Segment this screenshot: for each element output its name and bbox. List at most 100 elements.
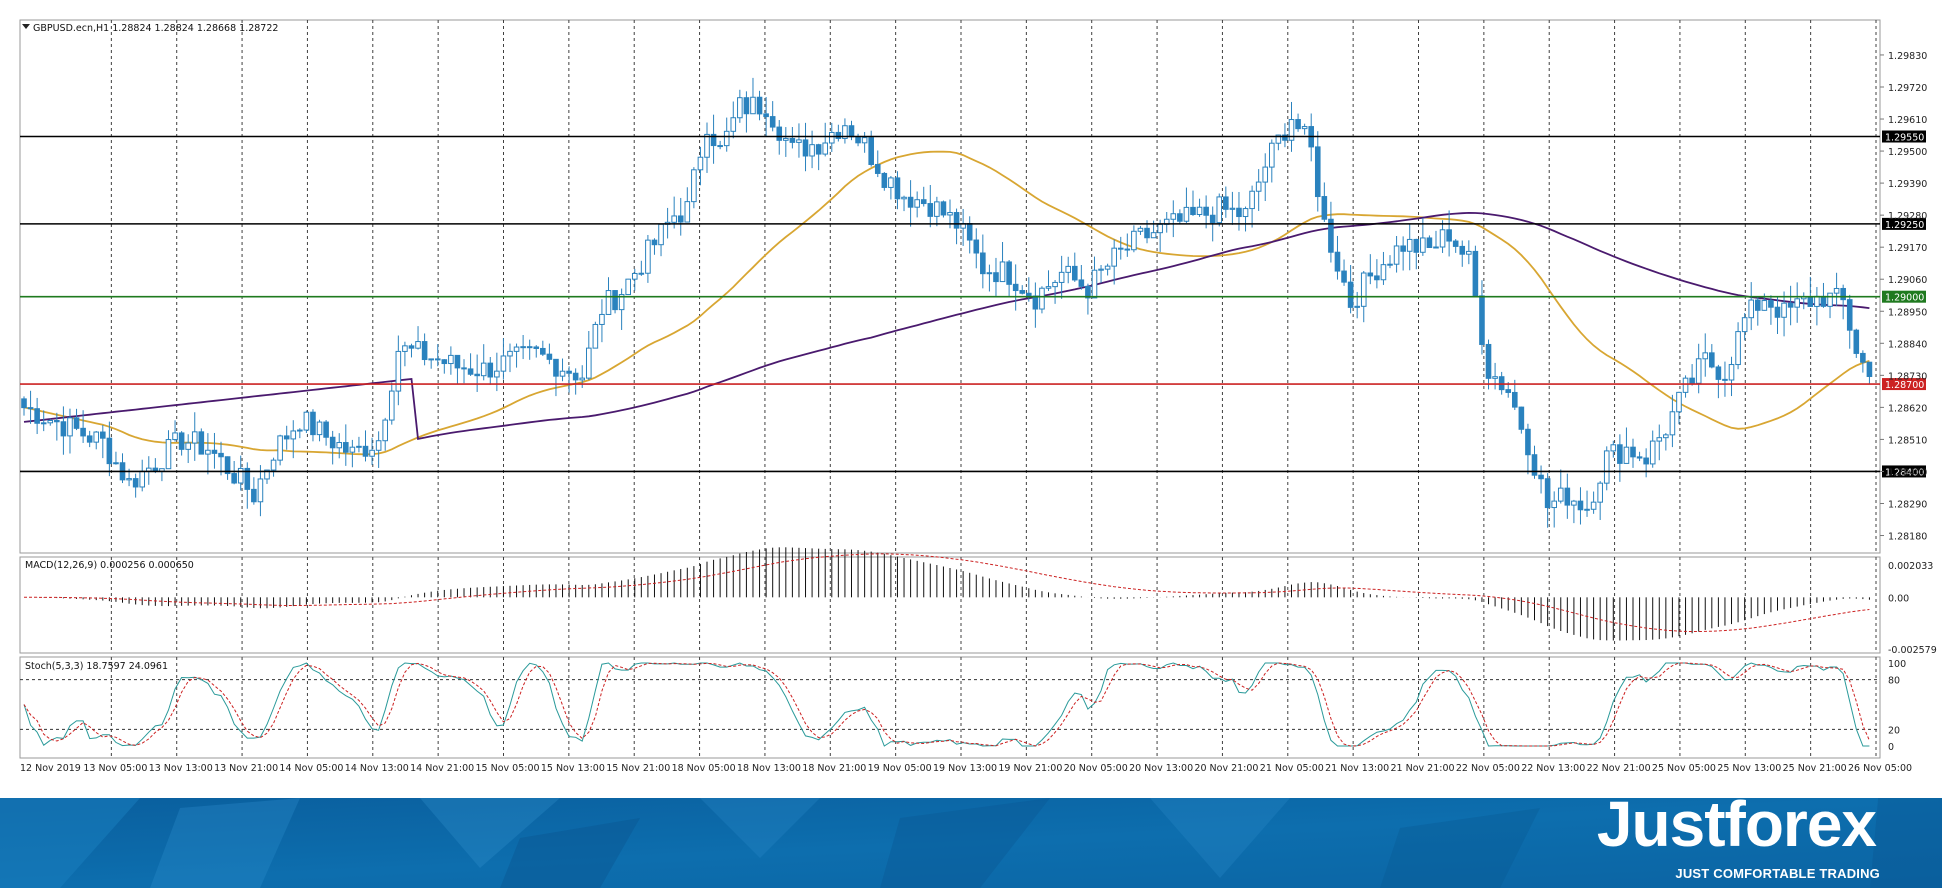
candle bbox=[1623, 427, 1630, 464]
candle bbox=[205, 433, 211, 475]
candle bbox=[789, 126, 796, 149]
candle bbox=[310, 409, 316, 442]
candle bbox=[40, 410, 47, 432]
candle bbox=[1590, 491, 1597, 514]
x-tick-label: 13 Nov 21:00 bbox=[214, 763, 278, 774]
candle bbox=[927, 184, 934, 228]
candle bbox=[21, 396, 27, 416]
x-tick-label: 19 Nov 21:00 bbox=[998, 763, 1062, 774]
candle bbox=[159, 468, 165, 482]
candle bbox=[178, 431, 185, 456]
candle bbox=[645, 234, 651, 283]
candle bbox=[677, 197, 684, 236]
candle bbox=[980, 234, 986, 289]
x-tick-label: 21 Nov 05:00 bbox=[1260, 763, 1324, 774]
candle bbox=[1229, 191, 1236, 225]
candle bbox=[1341, 259, 1347, 286]
candle bbox=[815, 143, 822, 171]
candle bbox=[697, 146, 704, 186]
candle bbox=[1702, 333, 1709, 377]
candle bbox=[231, 461, 237, 485]
candle bbox=[1728, 356, 1735, 397]
candle bbox=[855, 133, 861, 147]
candle bbox=[559, 358, 566, 382]
candle bbox=[494, 352, 500, 392]
candle bbox=[362, 430, 369, 462]
level-tag-label: 1.28700 bbox=[1885, 380, 1924, 391]
grid-layer bbox=[19, 19, 1881, 759]
candle bbox=[1748, 282, 1755, 331]
candle bbox=[1433, 230, 1439, 249]
stoch-k-line bbox=[23, 662, 1870, 747]
candle bbox=[914, 191, 920, 218]
candle bbox=[487, 356, 494, 385]
candle bbox=[1400, 236, 1406, 271]
candle bbox=[1663, 433, 1669, 451]
candle bbox=[1255, 169, 1262, 211]
x-tick-label: 21 Nov 21:00 bbox=[1391, 763, 1455, 774]
candle bbox=[1643, 448, 1649, 478]
candle bbox=[343, 424, 349, 466]
main-panel-frame bbox=[19, 19, 1881, 554]
candle bbox=[901, 195, 907, 212]
candle bbox=[1334, 235, 1341, 280]
candle bbox=[500, 338, 507, 380]
x-tick-label: 15 Nov 05:00 bbox=[476, 763, 540, 774]
candle bbox=[349, 439, 356, 468]
candle bbox=[934, 196, 940, 227]
candle bbox=[1426, 235, 1433, 248]
candle bbox=[1196, 198, 1203, 217]
candle bbox=[553, 358, 559, 397]
candle bbox=[1820, 282, 1827, 308]
candle bbox=[526, 339, 533, 360]
macd-tick-label: -0.002579 bbox=[1888, 645, 1937, 656]
x-tick-label: 26 Nov 05:00 bbox=[1848, 763, 1912, 774]
stoch-panel-frame bbox=[19, 656, 1881, 759]
candle bbox=[1374, 259, 1380, 289]
candle bbox=[375, 431, 382, 468]
candle bbox=[723, 117, 730, 152]
axes: 12 Nov 2019 13 Nov 05:00 13 Nov 13:00 13 No… bbox=[20, 51, 1927, 774]
candle bbox=[336, 433, 343, 459]
stoch-tick-label: 0 bbox=[1888, 742, 1894, 753]
candle bbox=[1715, 364, 1722, 399]
candle bbox=[1794, 282, 1800, 323]
candle bbox=[244, 462, 251, 509]
candle bbox=[1754, 297, 1761, 326]
stoch-tick-label: 20 bbox=[1888, 725, 1900, 736]
candle bbox=[172, 420, 178, 442]
x-tick-label: 25 Nov 05:00 bbox=[1652, 763, 1716, 774]
candle bbox=[1295, 113, 1301, 132]
candle bbox=[1058, 255, 1065, 299]
candle bbox=[1367, 254, 1374, 285]
candle bbox=[1807, 276, 1814, 307]
candle bbox=[1091, 256, 1098, 299]
candle bbox=[592, 321, 599, 349]
candle bbox=[625, 278, 631, 296]
candle bbox=[1328, 201, 1334, 263]
candle bbox=[960, 208, 966, 246]
candle bbox=[402, 341, 408, 367]
candle bbox=[717, 140, 723, 150]
candle bbox=[691, 167, 697, 209]
candle bbox=[1676, 391, 1682, 425]
candle bbox=[966, 216, 973, 254]
x-tick-label: 14 Nov 21:00 bbox=[410, 763, 474, 774]
y-tick-label: 1.29390 bbox=[1888, 179, 1927, 190]
candle bbox=[1439, 220, 1446, 253]
candle bbox=[218, 441, 224, 476]
candle bbox=[448, 346, 454, 375]
candle bbox=[1787, 285, 1794, 326]
y-tick-label: 1.29830 bbox=[1888, 51, 1927, 62]
candle bbox=[86, 430, 93, 448]
y-tick-label: 1.29500 bbox=[1888, 147, 1927, 158]
candle bbox=[454, 354, 461, 384]
candle bbox=[211, 432, 218, 469]
horizontal-level: 1.28400 bbox=[20, 465, 1926, 478]
header-dropdown-icon[interactable] bbox=[22, 24, 30, 29]
candle bbox=[1393, 235, 1400, 273]
candle bbox=[888, 175, 894, 200]
y-tick-label: 1.28290 bbox=[1888, 499, 1927, 510]
candles bbox=[21, 77, 1873, 528]
candle bbox=[651, 238, 658, 255]
